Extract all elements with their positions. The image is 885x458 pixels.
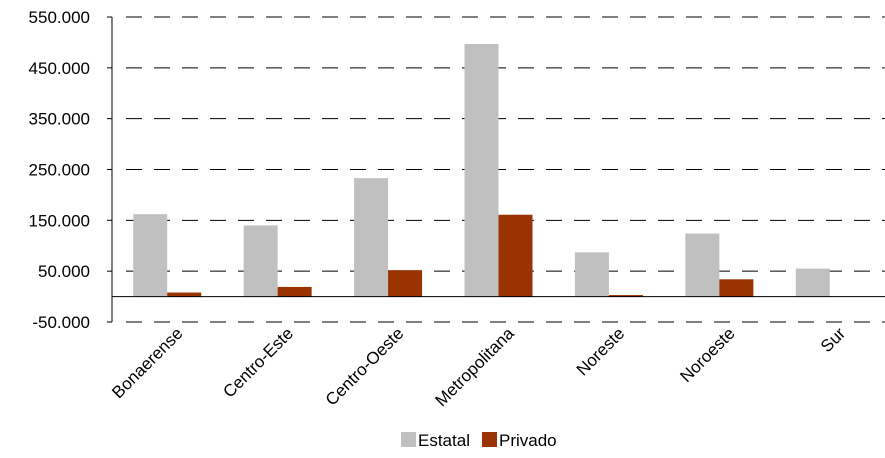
x-tick-label: Sur: [817, 324, 849, 356]
y-tick-label: 350.000: [29, 110, 90, 129]
x-tick-label: Centro-Oeste: [322, 324, 408, 410]
bar-privado: [388, 270, 423, 297]
bar-estatal: [354, 178, 389, 297]
y-tick-label: 550.000: [29, 8, 90, 27]
x-tick-label: Noreste: [573, 324, 629, 380]
bar-estatal: [574, 252, 609, 297]
legend-swatch-privado: [481, 432, 497, 447]
x-tick-label: Centro-Este: [219, 324, 297, 402]
legend-swatch-estatal: [401, 432, 416, 447]
bar-estatal: [685, 233, 720, 297]
bar-estatal: [795, 268, 830, 297]
y-tick-label: 450.000: [29, 59, 90, 78]
x-tick-label: Noroeste: [676, 324, 738, 386]
y-tick-label: 250.000: [29, 161, 90, 180]
bar-privado: [277, 286, 312, 297]
y-tick-label: 50.000: [38, 262, 90, 281]
y-tick-label: -50.000: [32, 313, 90, 332]
x-tick-label: Metropolitana: [432, 324, 519, 411]
bar-privado: [719, 279, 754, 297]
bar-privado: [608, 295, 643, 297]
bar-privado: [167, 292, 202, 297]
y-tick-label: 150.000: [29, 211, 90, 230]
legend-label: Privado: [499, 431, 557, 450]
bar-estatal: [464, 43, 499, 297]
x-tick-label: Bonaerense: [108, 324, 186, 402]
legend-label: Estatal: [418, 431, 470, 450]
bar-estatal: [243, 225, 278, 297]
bar-privado: [498, 214, 533, 297]
bar-estatal: [133, 214, 168, 297]
